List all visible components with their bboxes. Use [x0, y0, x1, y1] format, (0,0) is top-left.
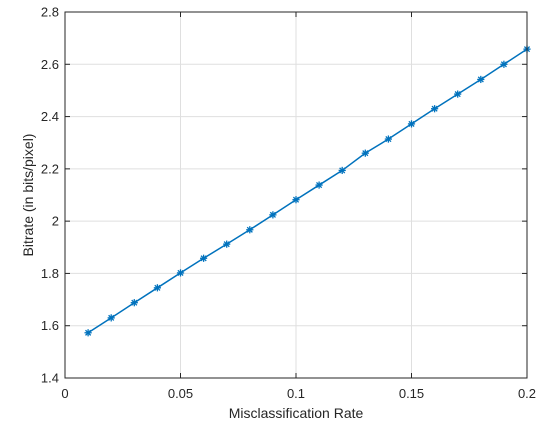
- marker-stroke: [108, 314, 115, 321]
- series: [84, 45, 531, 337]
- marker-stroke: [177, 269, 184, 276]
- data-point: [384, 135, 392, 143]
- y-ticks: 1.4 1.6 1.8 2 2.2 2.4 2.6 2.8: [41, 5, 527, 386]
- data-point: [130, 299, 138, 307]
- data-point: [200, 254, 208, 262]
- marker-stroke: [362, 150, 369, 157]
- y-tick-label: 2.6: [41, 57, 59, 72]
- marker-stroke: [316, 182, 323, 189]
- data-point: [407, 120, 416, 128]
- data-point: [246, 226, 254, 234]
- marker-stroke: [154, 284, 161, 291]
- grid: [65, 12, 527, 378]
- marker-stroke: [408, 120, 415, 127]
- data-point: [454, 90, 462, 98]
- x-tick-label: 0.1: [287, 386, 305, 401]
- data-point: [477, 75, 485, 84]
- marker-stroke: [385, 135, 392, 143]
- data-point: [315, 181, 323, 189]
- y-tick-label: 2.2: [41, 161, 59, 176]
- marker-stroke: [246, 226, 253, 233]
- y-tick-label: 1.8: [41, 266, 59, 281]
- x-axis-label: Misclassification Rate: [229, 405, 364, 421]
- marker-stroke: [431, 105, 438, 112]
- x-tick-label: 0.05: [168, 386, 193, 401]
- x-tick-label: 0: [61, 386, 68, 401]
- data-point: [107, 314, 115, 322]
- y-tick-label: 1.4: [41, 371, 59, 386]
- y-axis-label: Bitrate (in bits/pixel): [20, 134, 36, 257]
- data-point: [269, 211, 277, 219]
- data-point: [292, 196, 300, 204]
- marker-stroke: [223, 241, 230, 248]
- marker-stroke: [339, 167, 346, 174]
- marker-stroke: [200, 255, 207, 262]
- marker-stroke: [269, 211, 276, 218]
- y-tick-label: 1.6: [41, 318, 59, 333]
- data-point: [500, 60, 508, 68]
- y-tick-label: 2.8: [41, 5, 59, 20]
- y-tick-label: 2.4: [41, 109, 59, 124]
- data-point: [153, 284, 161, 292]
- x-tick-label: 0.15: [399, 386, 424, 401]
- x-ticks: 0 0.05 0.1 0.15 0.2: [61, 12, 536, 401]
- marker-stroke: [454, 91, 461, 98]
- series-line: [87, 48, 528, 334]
- data-point: [176, 269, 185, 277]
- marker-stroke: [131, 299, 138, 306]
- marker-stroke: [500, 61, 507, 68]
- data-point: [223, 240, 231, 248]
- marker-stroke: [292, 196, 300, 203]
- data-point: [338, 166, 346, 175]
- data-point: [84, 329, 92, 337]
- marker-stroke: [477, 76, 484, 83]
- marker-stroke: [85, 329, 92, 336]
- data-point: [431, 105, 439, 113]
- x-tick-label: 0.2: [518, 386, 536, 401]
- y-tick-label: 2: [52, 214, 59, 229]
- data-point: [361, 149, 369, 157]
